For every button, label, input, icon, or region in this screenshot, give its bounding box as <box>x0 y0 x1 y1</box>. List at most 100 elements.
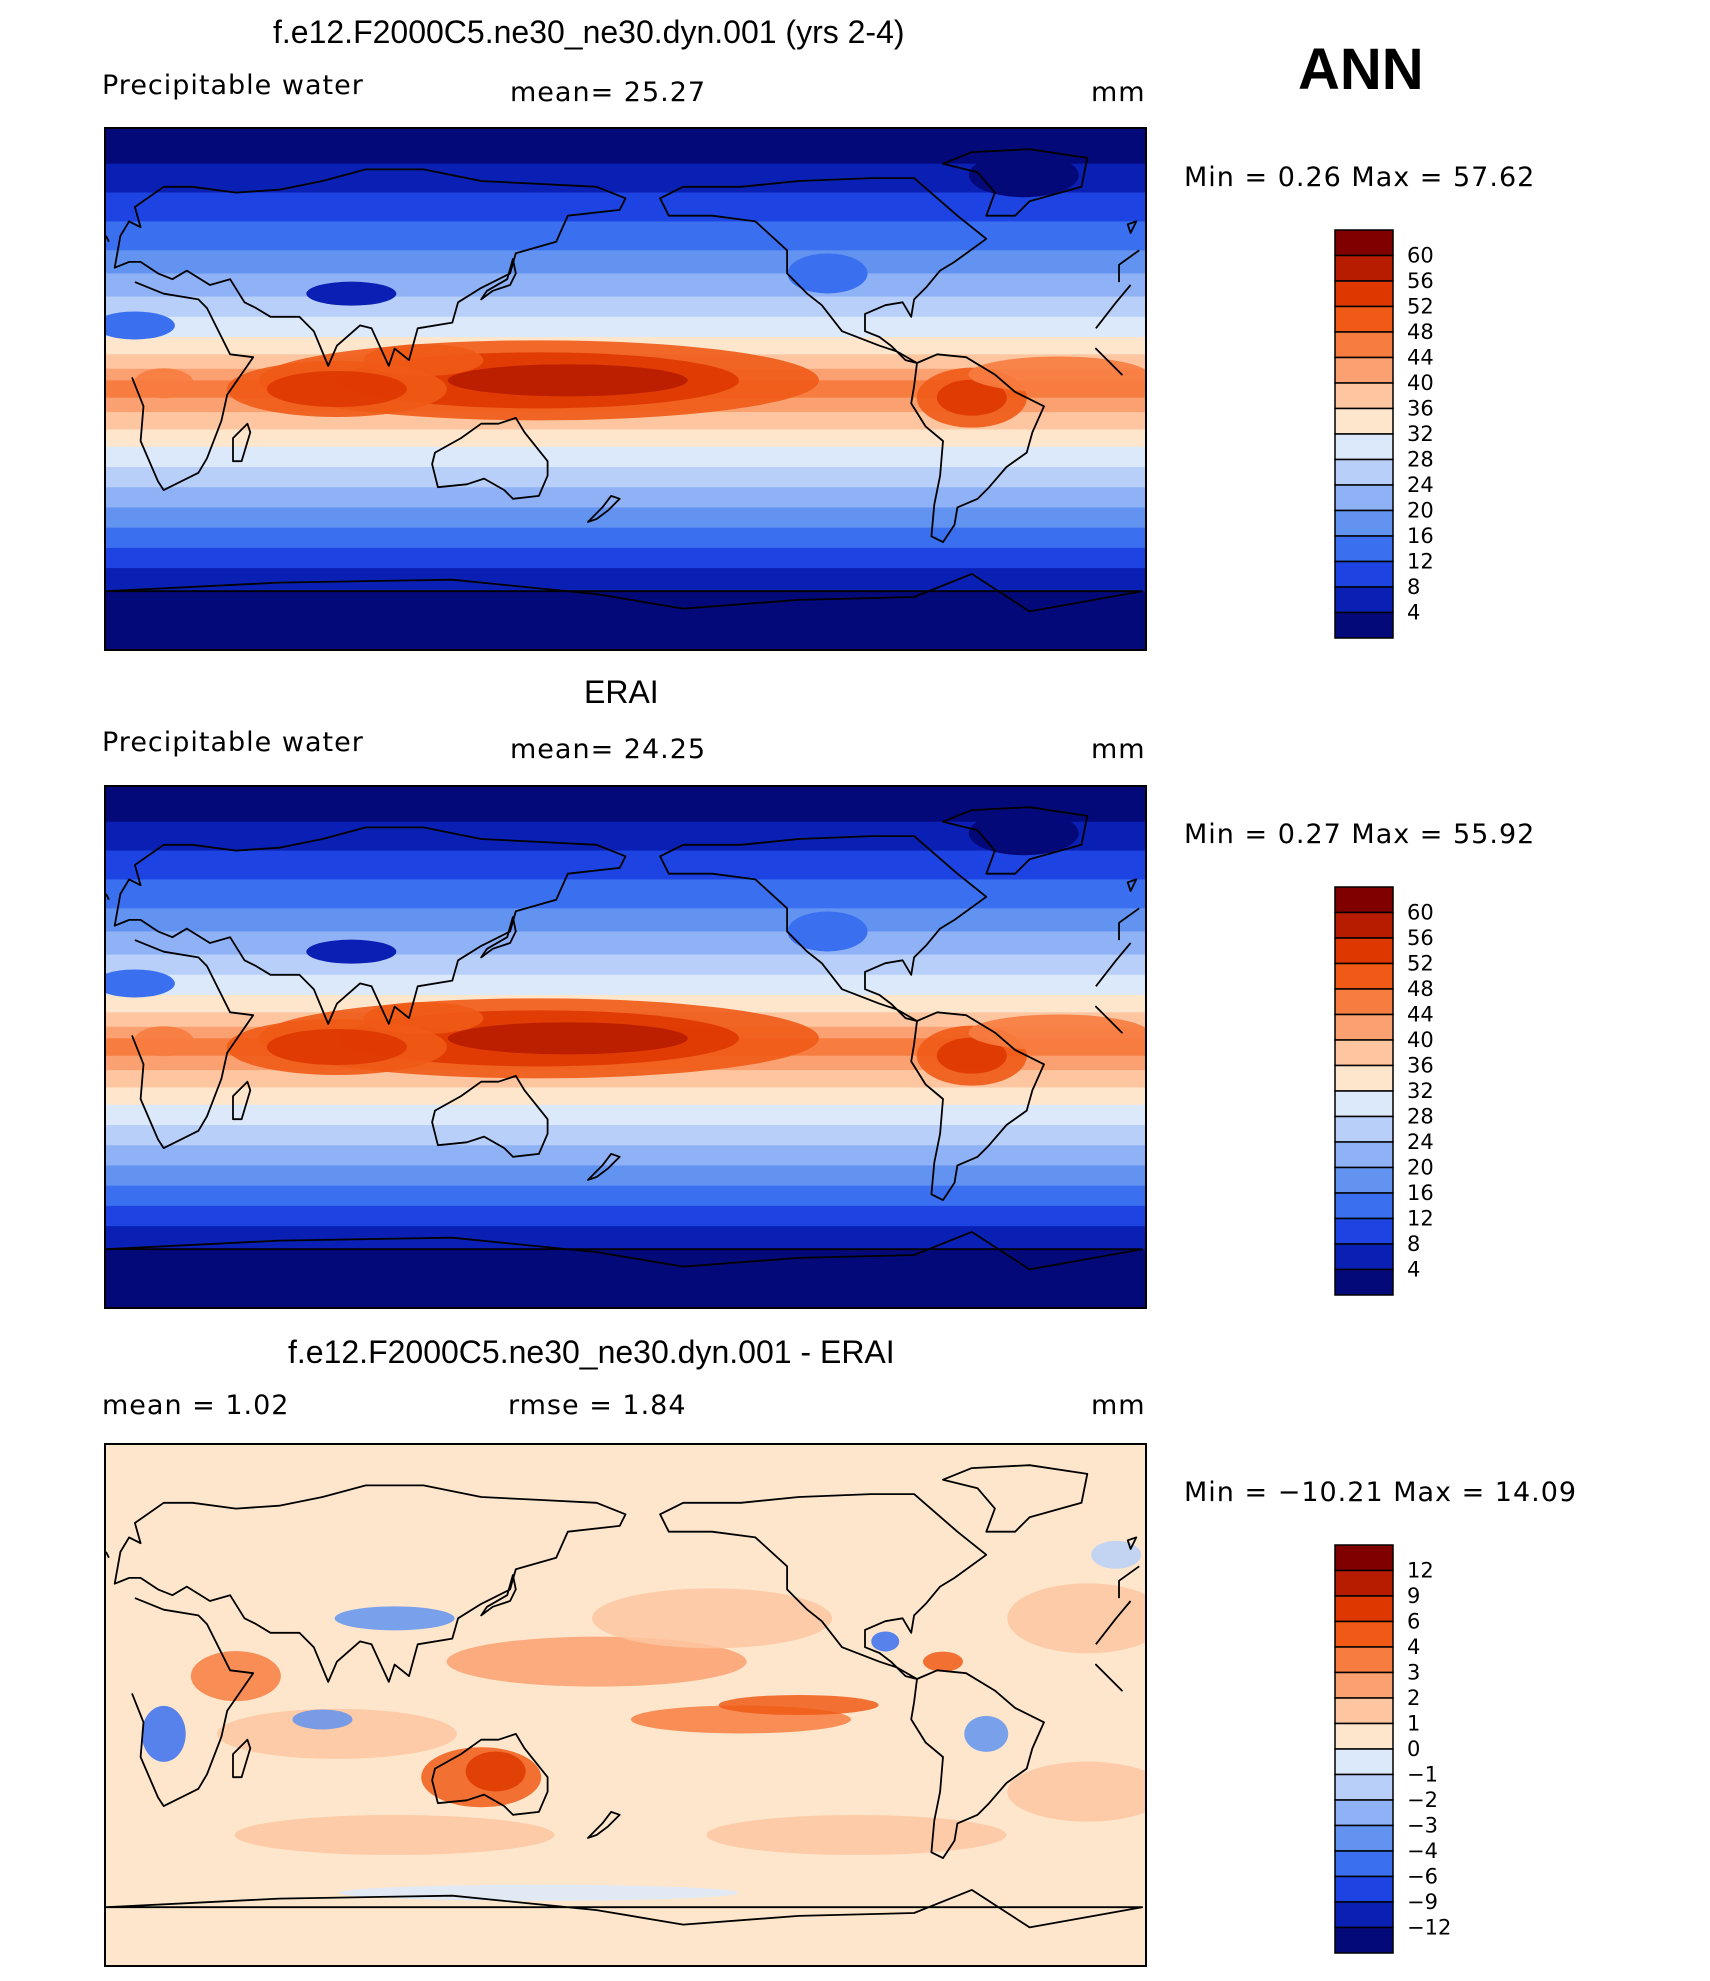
colorbar-tick-label: 60 <box>1407 901 1434 925</box>
colorbar-box <box>1334 1013 1394 1041</box>
colorbar-tick-label: 44 <box>1407 346 1434 370</box>
coastline-antarctica <box>106 573 1143 613</box>
colorbar-tick-label: 40 <box>1407 371 1434 395</box>
colorbar-box <box>1334 1217 1394 1245</box>
colorbar-tick-label: 16 <box>1407 524 1434 548</box>
colorbar-box <box>1334 1243 1394 1271</box>
colorbar-tick-label: 20 <box>1407 499 1434 523</box>
colorbar-box <box>1334 1595 1394 1623</box>
colorbar-tick-label: 4 <box>1407 601 1420 625</box>
coastline-eurasia <box>113 1484 1140 1683</box>
season-label: ANN <box>1298 37 1424 102</box>
coastline-antarctica <box>106 1231 1143 1271</box>
colorbar-tick-label: 44 <box>1407 1003 1434 1027</box>
colorbar-box <box>1334 611 1394 639</box>
coastline-japan <box>480 258 517 301</box>
coastline-uk <box>106 1536 1138 1559</box>
colorbar-tick-label: −4 <box>1407 1839 1438 1863</box>
panel2-minmax-label: Min = 0.27 Max = 55.92 <box>1184 819 1536 850</box>
colorbar-box <box>1334 560 1394 588</box>
colorbar-box <box>1334 1268 1394 1296</box>
panel3-units-label: mm <box>1091 1390 1146 1421</box>
coastline-japan <box>480 916 517 959</box>
colorbar-box <box>1334 305 1394 333</box>
colorbar-tick-label: 6 <box>1407 1610 1420 1634</box>
coastline-madagascar <box>232 1738 252 1779</box>
colorbar-box <box>1334 886 1394 914</box>
colorbar-tick-label: −1 <box>1407 1763 1438 1787</box>
colorbar-tick-label: 16 <box>1407 1181 1434 1205</box>
panel2-map <box>104 785 1147 1309</box>
coastline-namerica <box>659 1493 988 1680</box>
colorbar-box <box>1334 1090 1394 1118</box>
colorbar-tick-label: 12 <box>1407 550 1434 574</box>
colorbar-box <box>1334 407 1394 435</box>
coastline-greenland <box>942 1464 1089 1533</box>
colorbar-box <box>1334 280 1394 308</box>
colorbar-box <box>1334 1039 1394 1067</box>
colorbar-tick-label: 52 <box>1407 952 1434 976</box>
colorbar-box <box>1334 988 1394 1016</box>
panel3-rmse-label: rmse = 1.84 <box>508 1390 687 1421</box>
colorbar-box <box>1334 1646 1394 1674</box>
colorbar-box <box>1334 331 1394 359</box>
colorbar-tick-label: 24 <box>1407 1130 1434 1154</box>
coastline-madagascar <box>232 1080 252 1121</box>
panel2-title: ERAI <box>584 674 659 710</box>
colorbar-box <box>1334 1544 1394 1572</box>
panel2-units-label: mm <box>1091 734 1146 765</box>
colorbar-box <box>1334 1850 1394 1878</box>
panel1-units-label: mm <box>1091 77 1146 108</box>
panel1-minmax-label: Min = 0.26 Max = 57.62 <box>1184 162 1536 193</box>
colorbar-box <box>1334 1064 1394 1092</box>
colorbar-box <box>1334 911 1394 939</box>
colorbar-tick-label: 52 <box>1407 295 1434 319</box>
panel3-minmax-label: Min = −10.21 Max = 14.09 <box>1184 1477 1578 1508</box>
coastline-antarctica <box>106 1889 1143 1929</box>
coastline-greenland <box>942 148 1089 217</box>
coastline-japan <box>480 1574 517 1617</box>
colorbar-box <box>1334 1824 1394 1852</box>
colorbar-tick-label: 28 <box>1407 1105 1434 1129</box>
colorbar-tick-label: 4 <box>1407 1258 1420 1282</box>
coastline-samerica <box>910 353 1045 543</box>
coastline-africa <box>131 1597 1132 1807</box>
coastline-eurasia <box>113 826 1140 1025</box>
colorbar-tick-label: 0 <box>1407 1737 1420 1761</box>
colorbar-tick-label: −2 <box>1407 1788 1438 1812</box>
colorbar-tick-label: −12 <box>1407 1916 1451 1940</box>
panel2-mean-label: mean= 24.25 <box>510 734 707 765</box>
coastline-namerica <box>659 835 988 1022</box>
colorbar-tick-label: 1 <box>1407 1712 1420 1736</box>
colorbar-box <box>1334 1875 1394 1903</box>
colorbar-box <box>1334 382 1394 410</box>
coastline-africa <box>131 281 1132 491</box>
colorbar-tick-label: 48 <box>1407 977 1434 1001</box>
colorbar-box <box>1334 1569 1394 1597</box>
colorbar-box <box>1334 1697 1394 1725</box>
colorbar-box <box>1334 1773 1394 1801</box>
panel2-variable-label: Precipitable water <box>102 727 364 758</box>
colorbar-box <box>1334 937 1394 965</box>
colorbar-tick-label: 24 <box>1407 473 1434 497</box>
colorbar-tick-label: 56 <box>1407 926 1434 950</box>
colorbar-tick-label: 12 <box>1407 1207 1434 1231</box>
coastline-nz <box>587 1811 621 1839</box>
colorbar-tick-label: 9 <box>1407 1584 1420 1608</box>
colorbar-box <box>1334 962 1394 990</box>
panel1-map <box>104 127 1147 651</box>
panel1-title: f.e12.F2000C5.ne30_ne30.dyn.001 (yrs 2-4… <box>273 14 905 50</box>
panel1-mean-label: mean= 25.27 <box>510 77 707 108</box>
colorbar-box <box>1334 1115 1394 1143</box>
colorbar-box <box>1334 1192 1394 1220</box>
colorbar-tick-label: 48 <box>1407 320 1434 344</box>
colorbar-tick-label: 60 <box>1407 244 1434 268</box>
colorbar-tick-label: 28 <box>1407 448 1434 472</box>
colorbar-box <box>1334 1141 1394 1169</box>
coastline-australia <box>431 417 549 500</box>
colorbar-tick-label: 8 <box>1407 575 1420 599</box>
colorbar-box <box>1334 1901 1394 1929</box>
